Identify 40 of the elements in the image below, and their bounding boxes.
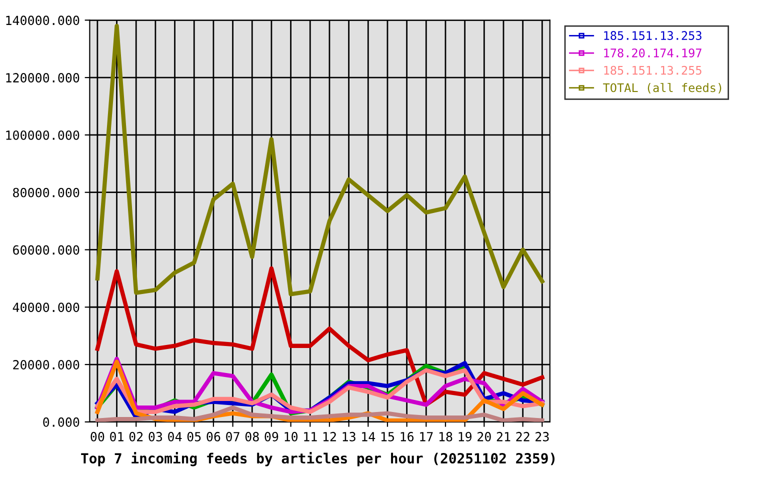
x-tick-label: 21	[496, 432, 510, 442]
y-tick-label: 100000.000	[6, 130, 80, 140]
text: Top 7 incoming feeds by articles per hour (20251102 2359)	[81, 452, 555, 466]
x-tick-label: 08	[245, 432, 259, 442]
line-series	[95, 405, 544, 422]
y-tick-label: 40000.000	[12, 302, 80, 312]
x-tick-label: 12	[323, 432, 336, 442]
x-tick-label: 00	[90, 432, 104, 442]
y-tick-label: 140000.000	[6, 16, 80, 26]
x-tick-label: 04	[168, 432, 182, 442]
legend-label: TOTAL (all feeds)	[603, 82, 722, 94]
x-tick-label: 23	[536, 432, 549, 442]
x-tick-label: 06	[206, 432, 220, 442]
x-tick-label: 05	[187, 432, 201, 442]
legend-label: 178.20.174.197	[604, 48, 702, 58]
x-tick-label: 18	[439, 432, 452, 442]
x-tick-label: 22	[516, 432, 530, 442]
y-tick-label: 0.000	[43, 417, 80, 427]
x-tick-label: 07	[226, 432, 240, 442]
x-tick-label: 13	[342, 432, 356, 442]
legend-label: 185.151.13.253	[604, 31, 702, 40]
x-tick-label: 20	[478, 432, 491, 442]
line-series	[95, 266, 544, 407]
x-tick-label: 03	[148, 432, 162, 442]
line-series	[95, 24, 544, 296]
y-tick-label: 80000.000	[13, 188, 80, 198]
y-tick-label: 120000.000	[6, 73, 80, 83]
x-tick-label: 02	[129, 432, 143, 442]
x-tick-label: 10	[284, 432, 298, 442]
x-tick-label: 09	[264, 432, 278, 442]
x-tick-label: 19	[458, 432, 472, 442]
y-tick-label: 20000.000	[13, 360, 80, 370]
x-tick-label: 01	[110, 432, 124, 442]
x-tick-label: 17	[420, 432, 433, 442]
x-tick-label: 14	[362, 432, 376, 442]
x-tick-label: 15	[381, 432, 394, 442]
x-tick-label: 11	[304, 432, 317, 442]
legend-label: 185.151.13.255	[604, 66, 702, 75]
y-tick-label: 60000.000	[13, 245, 80, 255]
x-tick-label: 16	[400, 432, 414, 442]
